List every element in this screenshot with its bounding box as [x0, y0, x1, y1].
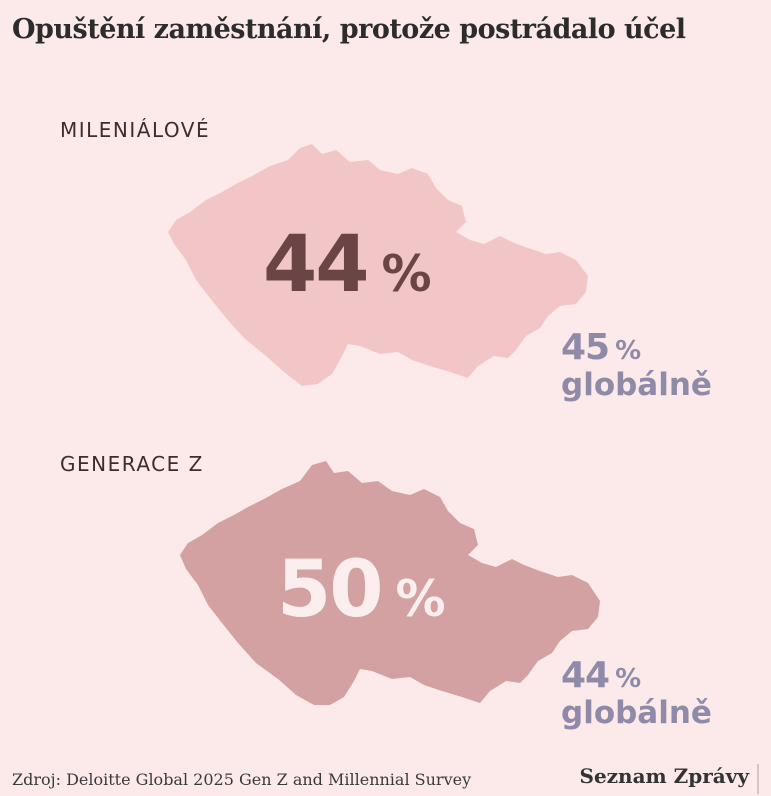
brand-logo-text: Seznam Zprávy: [579, 764, 749, 788]
map-shape-millennials: [168, 144, 588, 386]
group-label-millennials: MILENIÁLOVÉ: [60, 118, 211, 142]
global-genz-number: 44: [561, 655, 610, 696]
global-millennials-number: 45: [561, 327, 610, 368]
value-genz: 50%: [277, 545, 446, 635]
chart-title: Opuštění zaměstnání, protože postrádalo …: [12, 14, 686, 45]
global-millennials-label: globálně: [561, 367, 712, 403]
value-genz-percent: %: [395, 570, 446, 628]
source-note: Zdroj: Deloitte Global 2025 Gen Z and Mi…: [12, 770, 472, 789]
value-genz-number: 50: [277, 545, 384, 635]
global-genz-percent: %: [615, 664, 642, 694]
global-millennials: 45% globálně: [561, 330, 712, 401]
map-shape-genz: [180, 461, 600, 705]
value-millennials-percent: %: [381, 245, 432, 303]
czech-map-millennials: [168, 144, 588, 386]
global-genz: 44% globálně: [561, 658, 712, 729]
global-genz-label: globálně: [561, 695, 712, 731]
value-millennials-number: 44: [263, 220, 370, 310]
group-label-genz: GENERACE Z: [60, 452, 204, 476]
value-millennials: 44%: [263, 220, 432, 310]
brand-divider: [757, 764, 759, 794]
global-millennials-percent: %: [615, 336, 642, 366]
czech-map-genz: [180, 461, 600, 705]
